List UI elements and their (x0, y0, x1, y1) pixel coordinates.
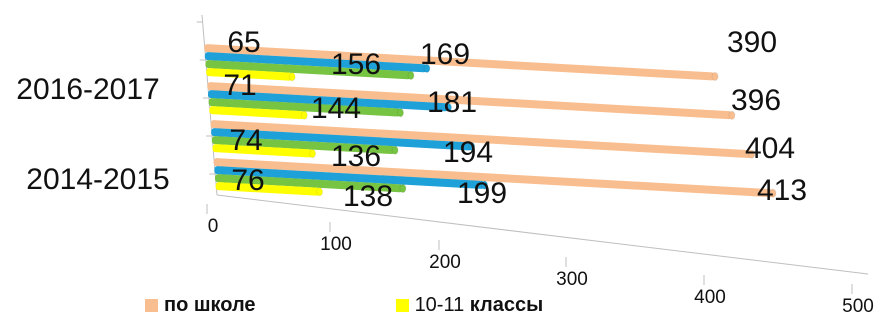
legend-label-grades-prefix: 10-11 (414, 294, 470, 316)
data-label: 390 (727, 26, 777, 59)
data-label: 156 (331, 48, 381, 81)
bar-end-cap (444, 102, 452, 112)
x-tick-label: 200 (429, 252, 461, 273)
value-axis-floor (216, 194, 869, 275)
data-label: 76 (231, 164, 264, 197)
bar-end-cap (315, 187, 323, 197)
data-label: 65 (227, 26, 260, 59)
data-label: 144 (311, 92, 361, 125)
bar-end-cap (309, 149, 317, 159)
bar-body (213, 158, 773, 198)
bar-end-cap (288, 72, 296, 82)
bar-по-школе-cat-3 (204, 44, 719, 82)
bar-series-1-cat-2 (207, 90, 452, 112)
data-label: 74 (229, 124, 262, 157)
bar-body (214, 166, 485, 189)
chart-legend: по школе 10-11 классы (145, 294, 683, 317)
x-tick-label: 400 (694, 287, 726, 308)
data-label: 169 (420, 38, 470, 71)
bar-body (212, 144, 313, 158)
bar-end-cap (468, 142, 476, 152)
category-label: 2016-2017 (16, 73, 159, 106)
bar-body (209, 106, 305, 120)
bar-series-2-cat-2 (208, 98, 404, 118)
x-tick-label: 100 (320, 234, 352, 255)
bar-end-cap (728, 110, 736, 120)
bar-по-школе-cat-1 (210, 120, 756, 159)
data-label: 199 (457, 177, 507, 210)
data-label: 138 (343, 180, 393, 213)
legend-swatch-school (145, 299, 158, 312)
bar-end-cap (391, 145, 399, 155)
bar-10-11-классы-cat-0 (215, 182, 323, 197)
bar-body (205, 60, 411, 80)
bar-end-cap (407, 70, 415, 80)
data-label: 136 (331, 140, 381, 173)
data-label: 71 (223, 69, 256, 102)
bar-series-2-cat-1 (211, 136, 399, 155)
legend-label-school: по школе (164, 294, 256, 316)
bar-body (210, 120, 752, 159)
data-label: 396 (731, 84, 781, 117)
legend-swatch-grades-10-11 (395, 299, 409, 312)
bar-series-1-cat-3 (204, 52, 431, 73)
x-tick-label: 0 (208, 216, 219, 237)
bar-series-1-cat-1 (211, 128, 476, 152)
bar-end-cap (423, 63, 431, 73)
legend-label-grades: классы (469, 294, 544, 316)
bar-body (207, 82, 732, 120)
axis-layer: 0 100 200 300 400 500 (196, 14, 874, 317)
bar-end-cap (300, 110, 308, 120)
bar-body (208, 98, 401, 117)
bar-end-cap (748, 149, 756, 159)
bar-body (204, 52, 427, 73)
bar-10-11-классы-cat-3 (206, 68, 296, 82)
bar-body (204, 44, 715, 81)
bar-end-cap (481, 180, 489, 190)
category-label: 2014-2015 (26, 163, 169, 196)
legend-item-grades-10-11: 10-11 классы (395, 294, 544, 317)
bar-end-cap (399, 183, 407, 193)
bar-body (211, 136, 395, 155)
bar-end-cap (769, 188, 777, 198)
bar-по-школе-cat-2 (207, 82, 736, 120)
bar-end-cap (396, 108, 404, 118)
bar-10-11-классы-cat-2 (209, 106, 308, 120)
data-label: 194 (443, 136, 493, 169)
bar-body (214, 174, 403, 193)
bar-body (207, 90, 449, 112)
x-tick-label: 300 (556, 269, 588, 290)
bar-body (206, 68, 292, 81)
bar-series-2-cat-0 (214, 174, 407, 193)
data-label: 181 (427, 86, 477, 119)
bar-по-школе-cat-0 (213, 158, 777, 198)
bars-layer (204, 44, 777, 198)
data-label: 413 (757, 174, 807, 207)
bar-body (215, 182, 320, 196)
x-tick-label: 500 (842, 296, 874, 317)
bar-body (211, 128, 472, 151)
bar-series-2-cat-3 (205, 60, 415, 80)
bar-10-11-классы-cat-1 (212, 144, 317, 159)
bar-end-cap (711, 72, 719, 82)
data-label: 404 (745, 132, 795, 165)
legend-item-school: по школе (145, 294, 256, 317)
labels-layer: 413 404 396 390 199 194 181 169 138 136 144 156 76 74… (16, 26, 807, 213)
bar-series-1-cat-0 (214, 166, 489, 190)
